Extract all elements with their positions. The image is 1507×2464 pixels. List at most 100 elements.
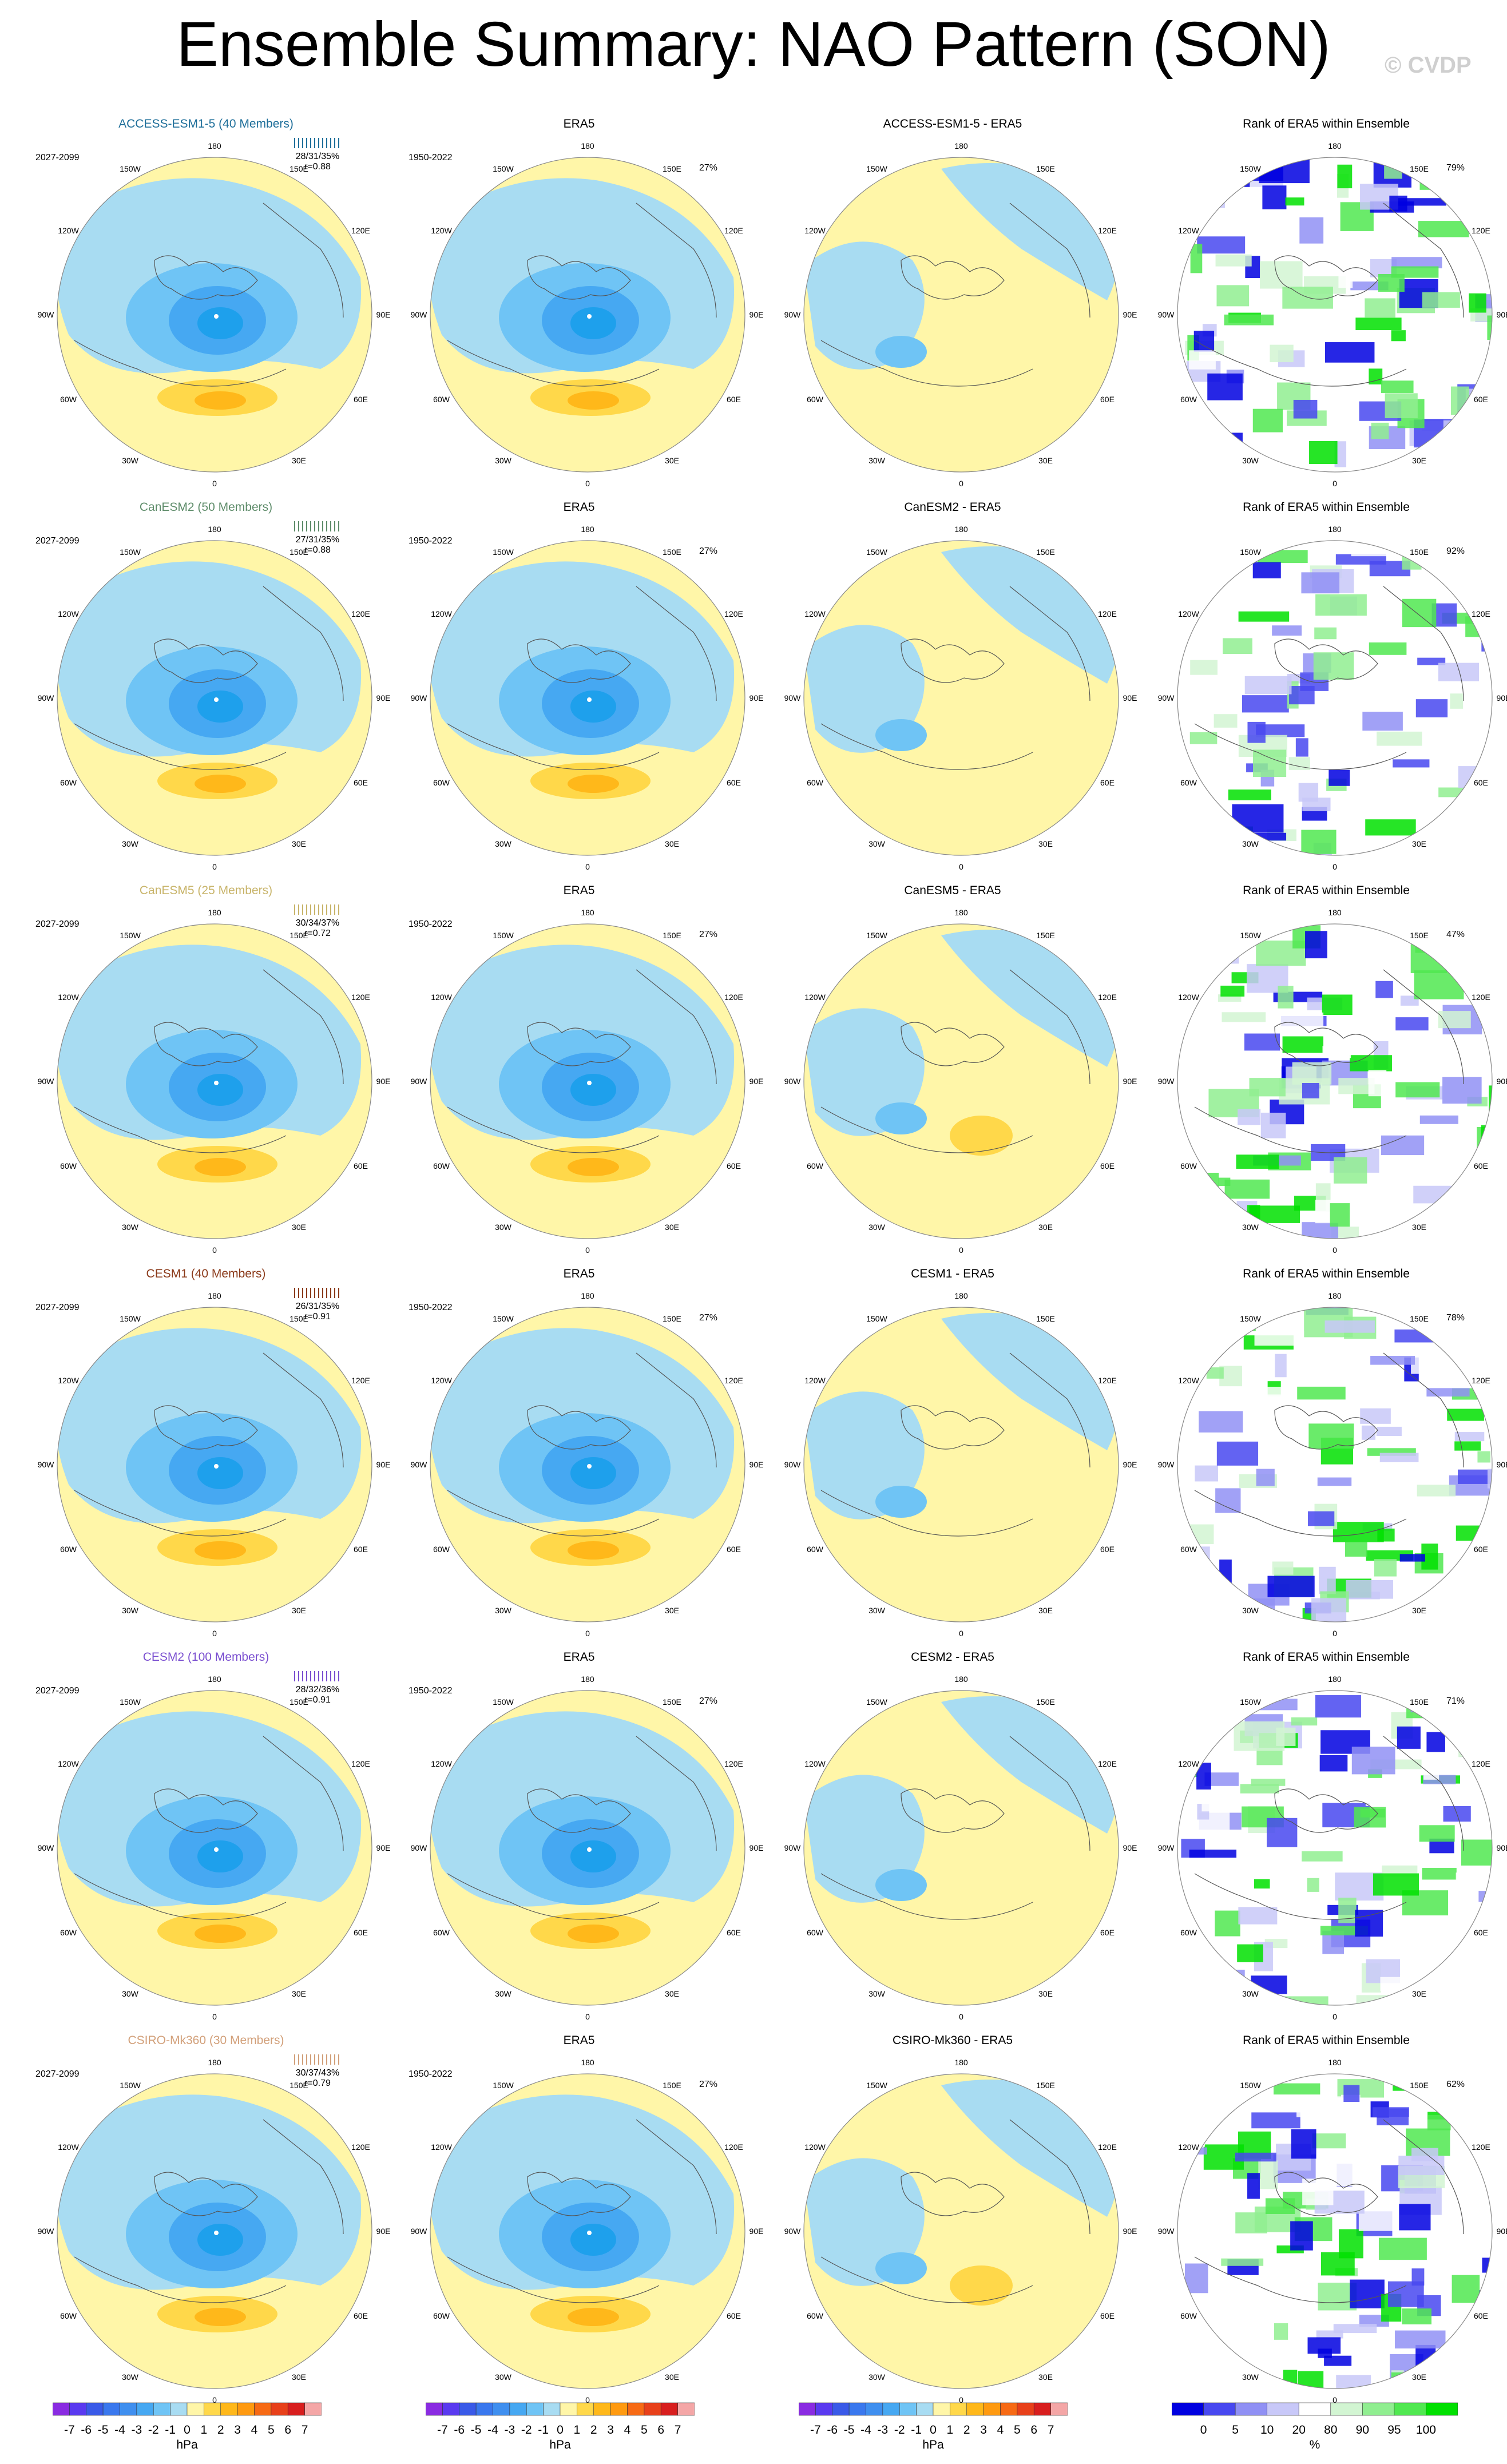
longitude-label: 180 xyxy=(954,908,968,917)
map-wrapper: 180 150E 120E 90E 60E 30E 0 30W 60W 90W 120W 150W xyxy=(23,1267,391,1638)
coastline xyxy=(263,586,344,701)
colorbar-swatch xyxy=(1267,2402,1299,2416)
rank-block xyxy=(1189,732,1218,744)
rank-block xyxy=(1379,1453,1419,1462)
rank-block xyxy=(1204,625,1226,636)
negative-anomaly-center xyxy=(570,1457,616,1489)
longitude-label: 90W xyxy=(1157,2227,1175,2236)
coastline xyxy=(820,1106,1033,1153)
rank-block xyxy=(1187,1725,1239,1741)
longitude-label: 120W xyxy=(58,609,79,618)
longitude-label: 90E xyxy=(1496,2227,1507,2236)
rank-block xyxy=(1351,1747,1395,1775)
colorbar-tick-label: -7 xyxy=(437,2423,448,2437)
negative-anomaly-center xyxy=(197,1457,243,1489)
rank-block xyxy=(1196,1546,1210,1561)
spread-tick xyxy=(330,904,331,915)
coastline xyxy=(636,203,717,318)
spread-tick xyxy=(326,1671,327,1681)
rank-block xyxy=(1402,2308,1432,2324)
rank-block xyxy=(1224,314,1274,326)
rank-block xyxy=(1372,2107,1409,2117)
colorbar-swatch xyxy=(204,2402,221,2416)
longitude-label: 90E xyxy=(1496,1077,1507,1086)
variance-pct: 27% xyxy=(699,546,718,556)
rank-block xyxy=(1493,661,1507,685)
map-boundary xyxy=(430,1690,745,2006)
coastline xyxy=(1383,203,1464,318)
colorbar-tick-label: -6 xyxy=(454,2423,465,2437)
colorbar-swatch xyxy=(254,2402,272,2416)
colorbar-tick-label: 1 xyxy=(946,2423,954,2437)
negative-anomaly-core xyxy=(875,1486,927,1518)
longitude-label: 150W xyxy=(493,1697,514,1707)
colorbar-swatch xyxy=(627,2402,645,2416)
longitude-label: 180 xyxy=(954,1675,968,1684)
longitude-label: 120E xyxy=(724,609,743,618)
rank-block xyxy=(1202,1969,1245,1994)
colorbar-swatch xyxy=(983,2402,1001,2416)
longitude-label: 150W xyxy=(120,547,141,557)
longitude-label: 60W xyxy=(60,777,77,787)
colorbar-tick-label: -6 xyxy=(81,2423,92,2437)
colorbar-tick-label: 1 xyxy=(573,2423,581,2437)
longitude-label: 60E xyxy=(1100,1544,1115,1554)
colorbar-unit: hPa xyxy=(922,2438,944,2451)
longitude-label: 60E xyxy=(1474,394,1488,404)
model-panel: 180 150E 120E 90E 60E 30E 0 30W 60W 90W 120W 150W CS… xyxy=(23,2034,390,2411)
coastline xyxy=(1274,255,1378,300)
colorbar-swatch xyxy=(1394,2402,1426,2416)
longitude-label: 120E xyxy=(351,225,370,235)
longitude-label: 150W xyxy=(866,1314,887,1323)
spread-tick xyxy=(298,521,299,531)
map-boundary xyxy=(1177,923,1493,1239)
longitude-label: 30E xyxy=(1038,2372,1053,2382)
longitude-label: 150W xyxy=(493,2080,514,2090)
rank-block xyxy=(1199,835,1246,855)
rank-block xyxy=(1189,350,1216,370)
rank-block xyxy=(1410,944,1447,973)
negative-anomaly-core xyxy=(875,719,927,751)
coastline xyxy=(1194,1490,1407,1537)
rank-block xyxy=(1184,570,1198,585)
rank-block xyxy=(1291,2129,1316,2159)
longitude-label: 150W xyxy=(1240,1314,1261,1323)
rank-block xyxy=(1387,2281,1424,2307)
rank-block xyxy=(1319,1755,1348,1772)
longitude-label: 30E xyxy=(1412,2372,1426,2382)
pole-marker xyxy=(587,314,592,319)
longitude-label: 150E xyxy=(663,930,681,940)
spread-tick xyxy=(330,1288,331,1298)
rank-map xyxy=(1177,923,1507,1239)
rank-pct: 71% xyxy=(1446,1696,1465,1706)
longitude-label: 90E xyxy=(749,310,764,319)
coastline xyxy=(154,2172,258,2216)
longitude-label: 0 xyxy=(959,1245,963,1255)
panel-title: CESM1 (40 Members) xyxy=(146,1267,266,1280)
rank-block xyxy=(1307,1878,1319,1892)
rank-block xyxy=(1399,2204,1431,2231)
diff-panel: 180 150E 120E 90E 60E 30E 0 30W 60W 90W 120W 150W AC… xyxy=(770,117,1137,495)
rank-block xyxy=(1459,201,1492,211)
colorbar-swatch xyxy=(933,2402,950,2416)
rank-block xyxy=(1476,860,1507,867)
pole-marker xyxy=(214,314,219,319)
longitude-label: 30E xyxy=(1038,839,1053,849)
map-boundary xyxy=(430,2073,745,2389)
longitude-label: 120E xyxy=(351,1375,370,1385)
longitude-label: 120E xyxy=(1098,2142,1117,2152)
map-boundary xyxy=(803,2073,1119,2389)
rank-block xyxy=(1494,1127,1507,1146)
rank-block xyxy=(1260,1112,1286,1138)
spread-tick xyxy=(330,2054,331,2065)
coastline xyxy=(447,340,660,387)
longitude-label: 90E xyxy=(749,1843,764,1852)
longitude-label: 90W xyxy=(1157,1843,1175,1852)
rank-block xyxy=(1330,1203,1350,1227)
model-panel: 180 150E 120E 90E 60E 30E 0 30W 60W 90W 120W 150W CE… xyxy=(23,1267,391,1645)
longitude-label: 150E xyxy=(663,1314,681,1323)
rank-block xyxy=(1216,285,1250,307)
longitude-label: 120E xyxy=(1472,992,1490,1002)
rank-block xyxy=(1377,731,1422,746)
coastline xyxy=(447,1490,660,1537)
